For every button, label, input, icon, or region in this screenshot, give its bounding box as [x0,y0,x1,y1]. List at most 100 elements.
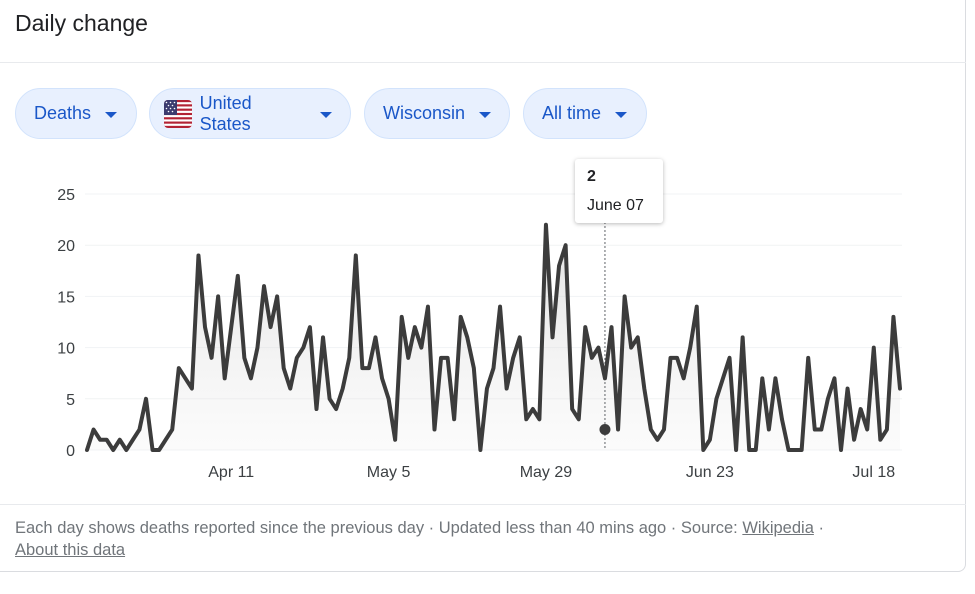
time-range-dropdown[interactable]: All time [523,88,647,139]
data-point[interactable] [189,386,194,391]
data-point[interactable] [898,386,903,391]
data-point[interactable] [609,325,614,330]
data-point[interactable] [452,417,457,422]
data-point[interactable] [819,427,824,432]
data-point[interactable] [255,345,260,350]
data-point[interactable] [262,284,267,289]
data-point[interactable] [445,355,450,360]
data-point[interactable] [884,427,889,432]
data-point[interactable] [747,448,752,453]
data-point[interactable] [753,448,758,453]
data-point[interactable] [504,386,509,391]
data-point[interactable] [478,448,483,453]
region-dropdown[interactable]: Wisconsin [364,88,510,139]
data-point[interactable] [498,304,503,309]
data-point[interactable] [366,366,371,371]
data-point[interactable] [91,427,96,432]
data-point[interactable] [825,396,830,401]
data-point[interactable] [786,448,791,453]
data-point[interactable] [85,448,90,453]
data-point[interactable] [838,448,843,453]
data-point[interactable] [406,355,411,360]
data-point[interactable] [380,376,385,381]
data-point[interactable] [340,386,345,391]
data-point[interactable] [714,396,719,401]
data-point[interactable] [176,366,181,371]
data-point[interactable] [425,304,430,309]
data-point[interactable] [583,325,588,330]
data-point[interactable] [688,345,693,350]
data-point[interactable] [858,407,863,412]
data-point[interactable] [852,437,857,442]
data-point[interactable] [196,253,201,258]
data-point[interactable] [806,355,811,360]
data-point[interactable] [242,355,247,360]
data-point[interactable] [137,427,142,432]
data-point[interactable] [183,376,188,381]
data-point[interactable] [439,355,444,360]
data-point[interactable] [216,294,221,299]
metric-dropdown[interactable]: Deaths [15,88,137,139]
data-point[interactable] [301,345,306,350]
data-point[interactable] [622,294,627,299]
data-point[interactable] [511,355,516,360]
data-point[interactable] [779,417,784,422]
data-point[interactable] [491,366,496,371]
data-point[interactable] [484,386,489,391]
data-point[interactable] [530,407,535,412]
data-point[interactable] [681,376,686,381]
data-point[interactable] [111,448,116,453]
data-point[interactable] [307,325,312,330]
data-point[interactable] [701,448,706,453]
data-point[interactable] [707,437,712,442]
data-point[interactable] [576,417,581,422]
data-point[interactable] [229,325,234,330]
data-point[interactable] [347,355,352,360]
data-point[interactable] [635,335,640,340]
daily-change-chart[interactable]: 0 5 10 15 20 25 Apr 11 May 5 May 29 Jun 23 Jul 18 [0,0,966,504]
data-point[interactable] [157,448,162,453]
data-point[interactable] [661,427,666,432]
data-point[interactable] [222,376,227,381]
data-point[interactable] [373,335,378,340]
data-point[interactable] [891,314,896,319]
data-point[interactable] [570,407,575,412]
data-point[interactable] [668,355,673,360]
data-point[interactable] [419,345,424,350]
data-point[interactable] [314,407,319,412]
data-point[interactable] [268,325,273,330]
data-point[interactable] [275,294,280,299]
data-point[interactable] [130,437,135,442]
data-point[interactable] [98,437,103,442]
data-point[interactable] [878,437,883,442]
data-point[interactable] [209,355,214,360]
data-point[interactable] [288,386,293,391]
data-point[interactable] [353,253,358,258]
data-point[interactable] [648,427,653,432]
data-point[interactable] [675,355,680,360]
data-point[interactable] [871,345,876,350]
data-point[interactable] [321,335,326,340]
data-point[interactable] [812,427,817,432]
data-point[interactable] [563,243,568,248]
data-point[interactable] [327,396,332,401]
data-point[interactable] [589,355,594,360]
data-point[interactable] [458,314,463,319]
data-point[interactable] [386,396,391,401]
data-point[interactable] [163,437,168,442]
data-point[interactable] [465,335,470,340]
data-point[interactable] [170,427,175,432]
data-point[interactable] [334,407,339,412]
country-dropdown[interactable]: United States [149,88,351,139]
data-point[interactable] [727,355,732,360]
data-point[interactable] [642,386,647,391]
data-point[interactable] [124,448,129,453]
data-point[interactable] [550,335,555,340]
data-point[interactable] [117,437,122,442]
data-point[interactable] [399,314,404,319]
data-point[interactable] [281,366,286,371]
data-point[interactable] [760,376,765,381]
data-point[interactable] [720,376,725,381]
data-point[interactable] [799,448,804,453]
data-point[interactable] [694,304,699,309]
